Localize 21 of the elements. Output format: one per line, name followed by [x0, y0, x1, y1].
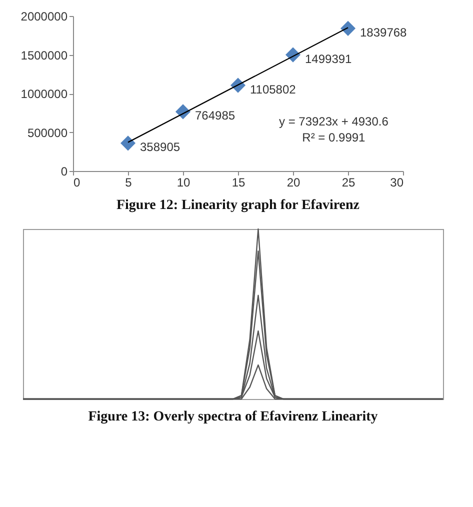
data-label: 1105802: [250, 82, 296, 96]
y-tick-label: 1500000: [20, 48, 68, 62]
x-tick-label: 30: [390, 176, 404, 190]
x-tick-label: 5: [125, 176, 132, 190]
text: Figure 12: Linearity graph for Efavirenz: [116, 198, 360, 213]
annotation: R² = 0.9991: [302, 130, 366, 144]
y-tick-label: 2000000: [20, 10, 68, 24]
x-tick-label: 25: [342, 176, 356, 190]
data-label: 1839768: [360, 25, 408, 40]
x-tick-label: 10: [176, 176, 190, 190]
x-tick-label: 20: [286, 176, 300, 190]
text: Figure 13: Overly spectra of Efavirenz Linearity: [88, 410, 378, 425]
data-label: 358905: [140, 140, 180, 154]
y-tick-label: 500000: [27, 126, 68, 140]
y-tick-label: 1000000: [20, 87, 68, 101]
annotation: y = 73923x + 4930.6: [278, 114, 389, 128]
x-tick-label: 15: [232, 176, 246, 190]
data-label: 764985: [195, 108, 236, 123]
data-label: 1499391: [305, 52, 352, 66]
x-tick-label: 0: [74, 176, 80, 190]
y-tick-label: 0: [60, 164, 68, 178]
